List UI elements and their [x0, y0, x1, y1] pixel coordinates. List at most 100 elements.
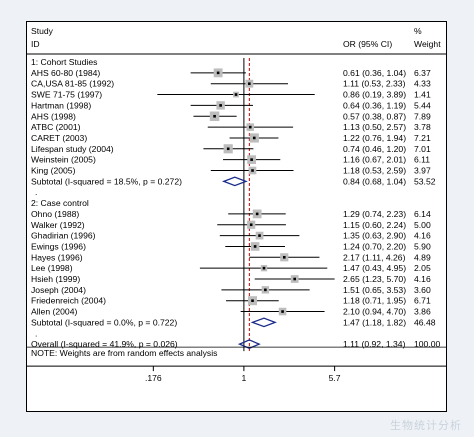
- study-label: Hayes (1996): [31, 252, 83, 262]
- or-ci-value: 1.47 (0.43, 4.95): [343, 263, 406, 273]
- x-tick-label: 1: [242, 373, 247, 383]
- study-label: Lifespan study (2004): [31, 144, 114, 154]
- study-label: SWE 71-75 (1997): [31, 90, 102, 100]
- or-ci-value: 0.61 (0.36, 1.04): [343, 68, 406, 78]
- weight-value: 3.78: [414, 122, 431, 132]
- header-or-ci: OR (95% CI): [343, 39, 392, 49]
- or-ci-value: 1.16 (0.67, 2.01): [343, 155, 406, 165]
- weight-value: 3.97: [414, 166, 431, 176]
- study-label: Lee (1998): [31, 263, 73, 273]
- weight-value: 7.89: [414, 111, 431, 121]
- weight-value: 100.00: [414, 339, 441, 349]
- point-estimate: [253, 245, 257, 248]
- study-label: Allen (2004): [31, 307, 77, 317]
- weight-value: 46.48: [414, 317, 436, 327]
- or-ci-value: 1.11 (0.53, 2.33): [343, 79, 406, 89]
- weight-value: 6.71: [414, 296, 431, 306]
- weight-value: 5.00: [414, 220, 431, 230]
- or-ci-value: 0.84 (0.68, 1.04): [343, 176, 406, 186]
- or-ci-value: 1.29 (0.74, 2.23): [343, 209, 406, 219]
- or-ci-value: 0.64 (0.36, 1.19): [343, 100, 406, 110]
- weight-value: 1.41: [414, 90, 431, 100]
- study-label: CA,USA 81-85 (1992): [31, 79, 114, 89]
- point-estimate: [251, 299, 254, 302]
- forest-plot-panel: Study ID OR (95% CI)% Weight 1: Cohort Studi…: [26, 21, 447, 412]
- or-ci-value: 2.17 (1.11, 4.26): [343, 252, 406, 262]
- or-ci-value: 1.51 (0.65, 3.53): [343, 285, 406, 295]
- or-ci-value: 1.15 (0.60, 2.24): [343, 220, 406, 230]
- subtotal-label: Subtotal (I-squared = 0.0%, p = 0.722): [31, 317, 177, 327]
- study-label: Walker (1992): [31, 220, 85, 230]
- or-ci-value: 2.10 (0.94, 4.70): [343, 307, 406, 317]
- point-estimate: [248, 82, 251, 85]
- weight-value: 7.21: [414, 133, 431, 143]
- study-label: Hsieh (1999): [31, 274, 80, 284]
- weight-value: 6.11: [414, 155, 430, 165]
- study-label: CARET (2003): [31, 133, 87, 143]
- spacer-dot: .: [35, 328, 37, 338]
- weight-value: 5.44: [414, 100, 431, 110]
- point-estimate: [234, 93, 238, 96]
- weight-value: 6.14: [414, 209, 431, 219]
- overall-label: Overall (I-squared = 41.9%, p = 0.026): [31, 339, 178, 349]
- or-ci-value: 1.18 (0.53, 2.59): [343, 166, 406, 176]
- header-percent: %: [414, 26, 422, 36]
- x-tick-label: 5.7: [329, 373, 341, 383]
- weight-value: 3.60: [414, 285, 431, 295]
- study-label: Weinstein (2005): [31, 155, 96, 165]
- weight-value: 4.89: [414, 252, 431, 262]
- header-id: ID: [31, 39, 40, 49]
- or-ci-value: 0.57 (0.38, 0.87): [343, 111, 406, 121]
- weight-value: 4.16: [414, 274, 431, 284]
- header-weight: Weight: [414, 39, 441, 49]
- weight-value: 7.01: [414, 144, 431, 154]
- or-ci-value: 0.86 (0.19, 3.89): [343, 90, 406, 100]
- or-ci-value: 1.24 (0.70, 2.20): [343, 241, 406, 251]
- point-estimate: [281, 310, 284, 313]
- weight-value: 3.86: [414, 307, 431, 317]
- weight-value: 4.16: [414, 231, 431, 241]
- study-label: Friedenreich (2004): [31, 296, 106, 306]
- weight-value: 53.52: [414, 176, 436, 186]
- point-estimate: [262, 266, 266, 270]
- weight-value: 5.90: [414, 241, 431, 251]
- or-ci-value: 1.35 (0.63, 2.90): [343, 231, 406, 241]
- footnote: NOTE: Weights are from random effects an…: [31, 348, 217, 358]
- point-estimate: [252, 136, 256, 140]
- point-estimate: [248, 125, 252, 129]
- subtotal-label: Subtotal (I-squared = 18.5%, p = 0.272): [31, 176, 182, 186]
- point-estimate: [216, 71, 220, 75]
- point-estimate: [213, 114, 216, 118]
- study-label: Ewings (1996): [31, 241, 86, 251]
- x-tick-label: .176: [145, 373, 162, 383]
- subtotal-diamond: [250, 317, 277, 328]
- weight-value: 4.33: [414, 79, 431, 89]
- point-estimate: [249, 223, 253, 227]
- study-label: AHS 60-80 (1984): [31, 68, 100, 78]
- spacer-dot: .: [35, 187, 37, 197]
- point-estimate: [251, 169, 254, 172]
- point-estimate: [282, 256, 286, 259]
- header-study: Study: [31, 26, 54, 36]
- point-estimate: [226, 147, 230, 151]
- or-ci-value: 1.22 (0.76, 1.94): [343, 133, 406, 143]
- study-label: Hartman (1998): [31, 100, 91, 110]
- or-ci-value: 1.18 (0.71, 1.95): [343, 296, 406, 306]
- subtotal-diamond: [221, 176, 248, 187]
- or-ci-value: 1.11 (0.92, 1.34): [343, 339, 406, 349]
- group-heading: 2: Case control: [31, 198, 89, 208]
- study-label: Ghadirian (1996): [31, 231, 96, 241]
- point-estimate: [250, 158, 253, 161]
- point-estimate: [255, 212, 259, 216]
- weight-value: 6.37: [414, 68, 431, 78]
- point-estimate: [219, 104, 222, 107]
- or-ci-value: 1.47 (1.18, 1.82): [343, 317, 406, 327]
- group-heading: 1: Cohort Studies: [31, 57, 97, 67]
- study-label: Joseph (2004): [31, 285, 86, 295]
- forest-plot: Study ID OR (95% CI)% Weight 1: Cohort Studi…: [27, 26, 446, 383]
- study-label: AHS (1998): [31, 111, 76, 121]
- weight-value: 2.05: [414, 263, 431, 273]
- point-estimate: [264, 288, 267, 292]
- study-label: King (2005): [31, 166, 76, 176]
- study-label: ATBC (2001): [31, 122, 81, 132]
